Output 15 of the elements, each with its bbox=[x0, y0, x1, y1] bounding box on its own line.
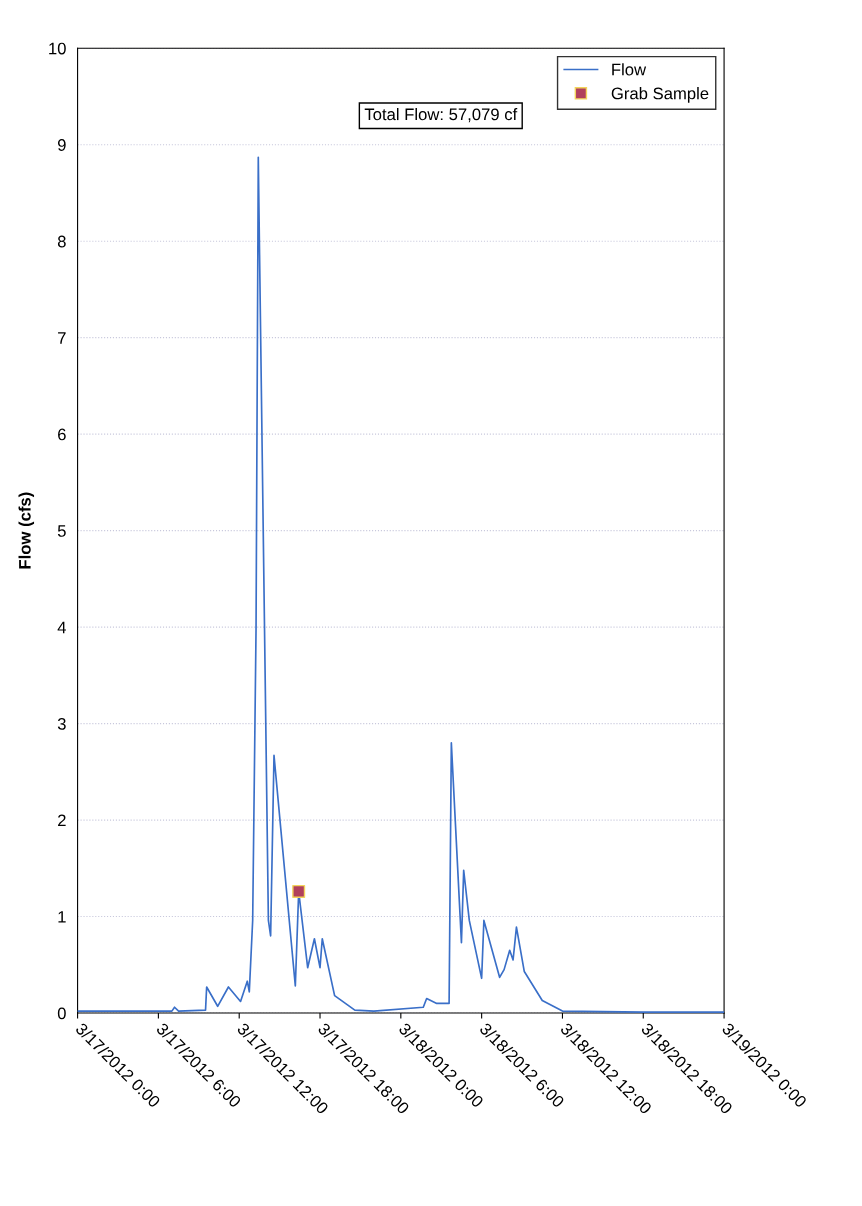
y-tick-label: 2 bbox=[58, 814, 66, 827]
y-axis-title: Flow (cfs) bbox=[18, 492, 35, 569]
legend-label: Flow bbox=[612, 63, 647, 76]
y-tick-label: 7 bbox=[58, 332, 66, 344]
y-tick-label: 1 bbox=[58, 911, 66, 923]
y-tick-label: 3 bbox=[57, 718, 66, 730]
legend-label: Grab Sample bbox=[611, 87, 709, 103]
y-tick-label: 9 bbox=[57, 139, 66, 151]
y-tick-label: 0 bbox=[57, 1007, 66, 1020]
y-tick-label: 4 bbox=[57, 621, 66, 634]
annotation: Total Flow: 57,079 cf bbox=[364, 108, 518, 123]
y-tick-label: 5 bbox=[57, 525, 66, 537]
y-tick-label: 6 bbox=[58, 428, 66, 441]
y-tick-label: 8 bbox=[57, 235, 66, 248]
y-tick-label: 10 bbox=[49, 42, 66, 55]
